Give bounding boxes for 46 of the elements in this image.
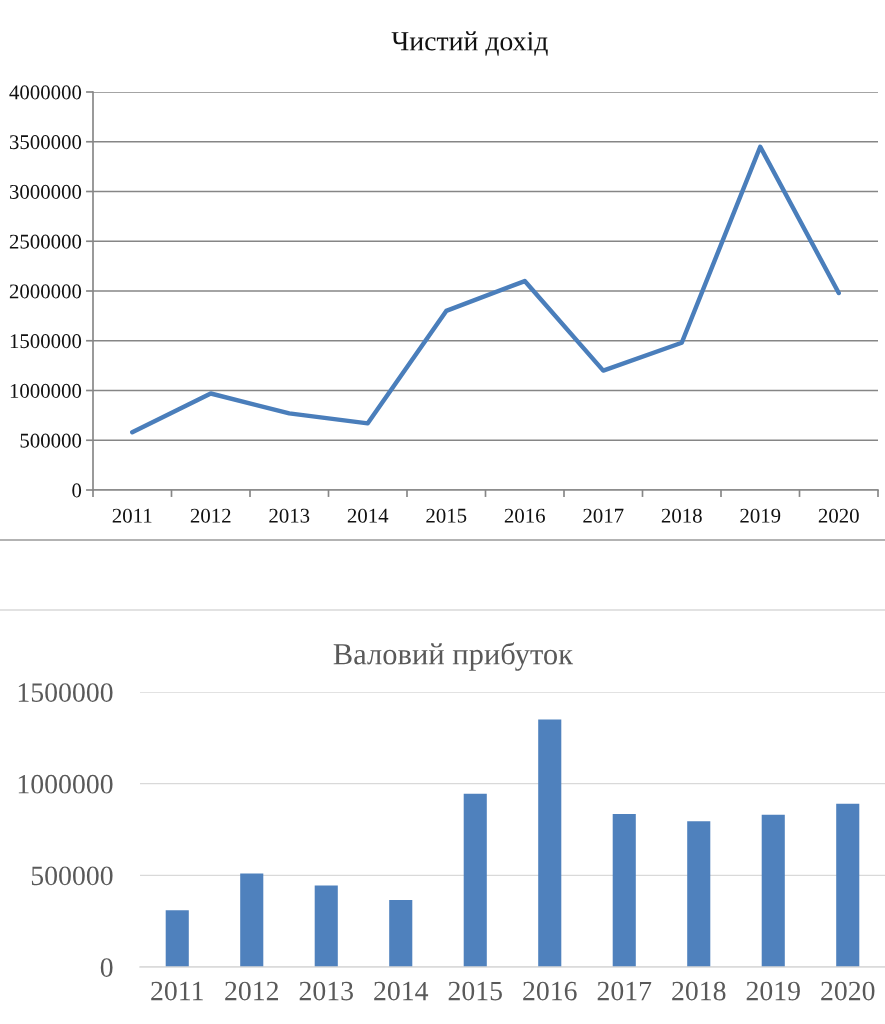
x-tick-label: 2016 bbox=[523, 981, 577, 1001]
x-tick-label: 2017 bbox=[597, 981, 652, 1001]
chart-title: Чистий дохід bbox=[391, 31, 548, 56]
y-tick-label: 1000000 bbox=[10, 383, 82, 398]
x-tick-label: 2012 bbox=[225, 981, 278, 1001]
x-tick-label: 2016 bbox=[504, 508, 545, 523]
x-tick-label: 2020 bbox=[821, 981, 875, 1001]
x-tick-label: 2014 bbox=[374, 981, 429, 1001]
x-tick-label: 2015 bbox=[426, 508, 467, 523]
x-tick-label: 2013 bbox=[299, 981, 353, 1001]
x-tick-label: 2017 bbox=[583, 508, 624, 523]
line-series bbox=[130, 144, 841, 435]
x-tick-label: 2011 bbox=[151, 981, 203, 1001]
bar bbox=[389, 900, 413, 967]
bar bbox=[240, 873, 264, 967]
x-tick-label: 2020 bbox=[818, 508, 859, 523]
bar bbox=[761, 814, 785, 967]
bar bbox=[612, 813, 636, 967]
x-tick-label: 2014 bbox=[347, 508, 389, 523]
y-tick-label: 2500000 bbox=[9, 234, 82, 249]
x-tick-label: 2019 bbox=[740, 508, 781, 523]
y-tick-label: 0 bbox=[72, 483, 82, 498]
x-tick-label: 2018 bbox=[661, 508, 702, 523]
y-tick-label: 4000000 bbox=[9, 85, 82, 100]
x-tick-label: 2015 bbox=[448, 981, 502, 1001]
y-tick-label: 1500000 bbox=[10, 334, 82, 349]
y-tick-label: 500000 bbox=[20, 433, 82, 448]
bar bbox=[165, 910, 189, 967]
y-tick-label: 1500000 bbox=[18, 683, 113, 702]
x-tick-label: 2018 bbox=[672, 981, 726, 1001]
x-tick-label: 2012 bbox=[190, 508, 231, 523]
y-tick-label: 1000000 bbox=[18, 774, 113, 794]
bar bbox=[836, 803, 860, 967]
bar bbox=[538, 719, 562, 967]
y-tick-label: 3000000 bbox=[9, 184, 82, 199]
y-tick-label: 500000 bbox=[31, 866, 113, 886]
y-tick-label: 3500000 bbox=[9, 135, 82, 150]
y-tick-label: 0 bbox=[100, 958, 113, 977]
y-tick-label: 2000000 bbox=[9, 284, 82, 299]
bar bbox=[463, 793, 487, 967]
x-tick-label: 2013 bbox=[269, 508, 310, 523]
x-tick-label: 2011 bbox=[112, 508, 152, 523]
bar bbox=[314, 885, 338, 967]
bar bbox=[687, 821, 711, 967]
chart-title: Валовий прибуток bbox=[333, 642, 574, 671]
x-tick-label: 2019 bbox=[746, 981, 800, 1001]
